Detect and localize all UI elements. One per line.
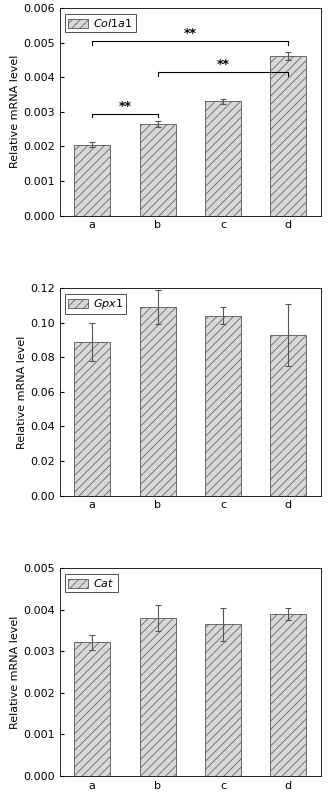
Bar [205,102,241,216]
Bar [74,342,110,495]
Bar [270,56,307,216]
Bar [74,145,110,216]
Y-axis label: Relative mRNA level: Relative mRNA level [17,335,27,448]
Y-axis label: Relative mRNA level: Relative mRNA level [10,615,20,729]
Legend: $\mathit{Gpx1}$: $\mathit{Gpx1}$ [65,293,126,314]
Bar [270,614,307,776]
Legend: $\mathit{Col1a1}$: $\mathit{Col1a1}$ [65,14,136,32]
Text: **: ** [184,27,197,40]
Bar [270,335,307,495]
Text: **: ** [118,99,131,112]
Legend: $\mathit{Cat}$: $\mathit{Cat}$ [65,574,118,592]
Bar [140,124,176,216]
Bar [205,625,241,776]
Bar [205,316,241,495]
Text: **: ** [216,58,229,71]
Y-axis label: Relative mRNA level: Relative mRNA level [10,55,20,169]
Bar [140,618,176,776]
Bar [140,307,176,495]
Bar [74,642,110,776]
